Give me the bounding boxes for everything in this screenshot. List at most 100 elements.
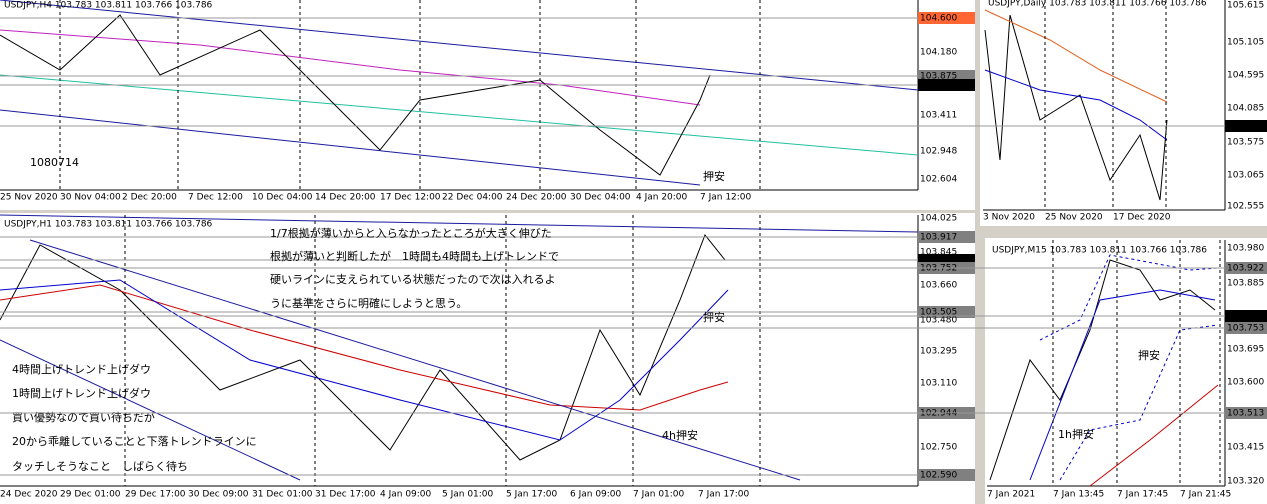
price-label: 103.513 bbox=[1227, 409, 1264, 419]
time-label: 24 Dec 2020 bbox=[0, 490, 58, 500]
time-label: 2 Dec 20:00 bbox=[122, 193, 177, 203]
time-label: 7 Jan 01:00 bbox=[633, 490, 685, 500]
time-label: 22 Dec 04:00 bbox=[442, 193, 503, 203]
time-label: 7 Jan 2021 bbox=[987, 490, 1035, 500]
price-label: 103.786 bbox=[1227, 122, 1264, 132]
time-label: 17 Dec 12:00 bbox=[380, 193, 441, 203]
time-label: 17 Dec 2020 bbox=[1113, 213, 1171, 223]
panel-bg bbox=[0, 0, 975, 210]
price-label: 103.885 bbox=[1227, 279, 1264, 289]
price-label-bg bbox=[1225, 322, 1267, 334]
time-label: 7 Jan 13:45 bbox=[1053, 490, 1104, 500]
price-label: 104.595 bbox=[1227, 71, 1264, 81]
annotation: 硬いラインに支えられている状態だったので次は入れるよ bbox=[270, 272, 556, 286]
time-label: 30 Dec 09:00 bbox=[188, 490, 249, 500]
panel-title: USDJPY,H1 103.783 103.811 103.766 103.78… bbox=[4, 220, 213, 230]
time-label: 30 Dec 04:00 bbox=[570, 193, 631, 203]
price-label: 102.948 bbox=[920, 147, 957, 157]
time-label: 30 Nov 04:00 bbox=[60, 193, 121, 203]
price-label: 103.922 bbox=[1227, 264, 1264, 274]
time-label: 7 Jan 12:00 bbox=[700, 193, 752, 203]
price-label: 103.411 bbox=[920, 111, 957, 121]
price-label: 104.085 bbox=[1227, 104, 1264, 114]
annotation: 4h押安 bbox=[662, 428, 698, 442]
time-label: 7 Jan 21:45 bbox=[1180, 490, 1231, 500]
time-label: 31 Dec 17:00 bbox=[315, 490, 376, 500]
annotation: 1h押安 bbox=[1058, 427, 1094, 441]
price-label: 102.750 bbox=[920, 443, 957, 453]
price-label: 103.600 bbox=[1227, 378, 1264, 388]
price-label: 104.025 bbox=[920, 214, 957, 224]
price-label: 103.480 bbox=[920, 316, 957, 326]
time-label: 29 Dec 17:00 bbox=[125, 490, 186, 500]
time-label: 7 Dec 12:00 bbox=[188, 193, 243, 203]
price-label: 103.695 bbox=[1227, 345, 1264, 355]
price-label-bg bbox=[918, 469, 975, 481]
price-label: 103.295 bbox=[920, 347, 957, 357]
annotation: 4時間上げトレンド上げダウ bbox=[12, 362, 151, 376]
time-label: 7 Jan 17:00 bbox=[698, 490, 750, 500]
annotation: 20から乖離していることと下落トレンドラインに bbox=[12, 434, 257, 448]
time-label: 14 Dec 20:00 bbox=[315, 193, 376, 203]
price-label: 103.845 bbox=[920, 248, 957, 258]
price-label: 104.600 bbox=[920, 14, 957, 24]
price-label: 102.604 bbox=[920, 175, 957, 185]
time-label: 3 Nov 2020 bbox=[983, 213, 1035, 223]
time-label: 29 Dec 01:00 bbox=[60, 490, 121, 500]
panel-bg bbox=[0, 213, 975, 504]
price-label: 105.105 bbox=[1227, 38, 1264, 48]
annotation: うに基準をさらに明確にしようと思う。 bbox=[270, 296, 467, 310]
price-label: 103.875 bbox=[920, 72, 957, 82]
annotation: タッチしそうなこと しばらく待ち bbox=[12, 459, 188, 473]
price-label: 103.786 bbox=[1227, 312, 1264, 322]
annotation: 押安 bbox=[1138, 348, 1160, 362]
time-label: 5 Jan 01:00 bbox=[442, 490, 494, 500]
time-label: 4 Jan 09:00 bbox=[380, 490, 432, 500]
annotation: 1時間上げトレンド上げダウ bbox=[12, 386, 151, 400]
price-label-bg bbox=[918, 231, 975, 243]
drawings bbox=[0, 0, 1226, 487]
price-label: 105.615 bbox=[1227, 1, 1264, 11]
price-label-bg bbox=[1225, 262, 1267, 274]
time-label: 10 Dec 04:00 bbox=[252, 193, 313, 203]
time-label: 24 Dec 20:00 bbox=[506, 193, 567, 203]
time-label: 5 Jan 17:00 bbox=[506, 490, 558, 500]
price-label: 104.180 bbox=[920, 48, 957, 58]
price-label: 103.415 bbox=[1227, 443, 1264, 453]
price-label-bg bbox=[918, 79, 975, 91]
annotation: 1/7根拠が薄いからと入らなかったところが大きく伸びた bbox=[270, 226, 552, 240]
price-label: 103.786 bbox=[920, 81, 957, 91]
annotation: 押安 bbox=[703, 310, 725, 324]
annotation: 押安 bbox=[703, 169, 725, 183]
annotation: 1080714 bbox=[30, 156, 79, 169]
annotation: 買い優勢なので買い待ちだが bbox=[12, 410, 155, 424]
price-label: 103.065 bbox=[1227, 171, 1264, 181]
price-label: 103.320 bbox=[1227, 477, 1264, 487]
time-label: 31 Dec 01:00 bbox=[252, 490, 313, 500]
annotation: 根拠が薄いと判断したが 1時間も4時間も上げトレンドで bbox=[270, 249, 559, 263]
price-label: 103.110 bbox=[920, 379, 957, 389]
time-label: 4 Jan 20:00 bbox=[636, 193, 688, 203]
price-label: 103.660 bbox=[920, 281, 957, 291]
time-label: 25 Nov 2020 bbox=[1045, 213, 1103, 223]
panel-bg bbox=[980, 0, 1267, 226]
panel-title: USDJPY,Daily 103.783 103.811 103.766 103… bbox=[988, 0, 1207, 9]
time-label: 25 Nov 2020 bbox=[0, 193, 58, 203]
time-label: 7 Jan 17:45 bbox=[1117, 490, 1168, 500]
price-label: 103.917 bbox=[920, 233, 957, 243]
price-label-bg bbox=[1225, 310, 1267, 322]
price-label: 103.980 bbox=[1227, 244, 1264, 254]
panel-title: USDJPY,M15 103.783 103.811 103.766 103.7… bbox=[992, 246, 1207, 256]
price-label-bg bbox=[1225, 120, 1267, 132]
time-label: 6 Jan 09:00 bbox=[570, 490, 622, 500]
price-label-bg bbox=[918, 306, 975, 318]
price-label: 102.590 bbox=[920, 471, 957, 481]
price-label-bg bbox=[918, 12, 975, 24]
price-label: 103.753 bbox=[1227, 324, 1264, 334]
price-label-bg bbox=[1225, 407, 1267, 419]
panel-title: USDJPY,H4 103.783 103.811 103.766 103.78… bbox=[4, 1, 213, 11]
price-label: 103.505 bbox=[920, 308, 957, 318]
price-label: 103.786 bbox=[920, 256, 957, 266]
price-label: 103.575 bbox=[1227, 138, 1264, 148]
